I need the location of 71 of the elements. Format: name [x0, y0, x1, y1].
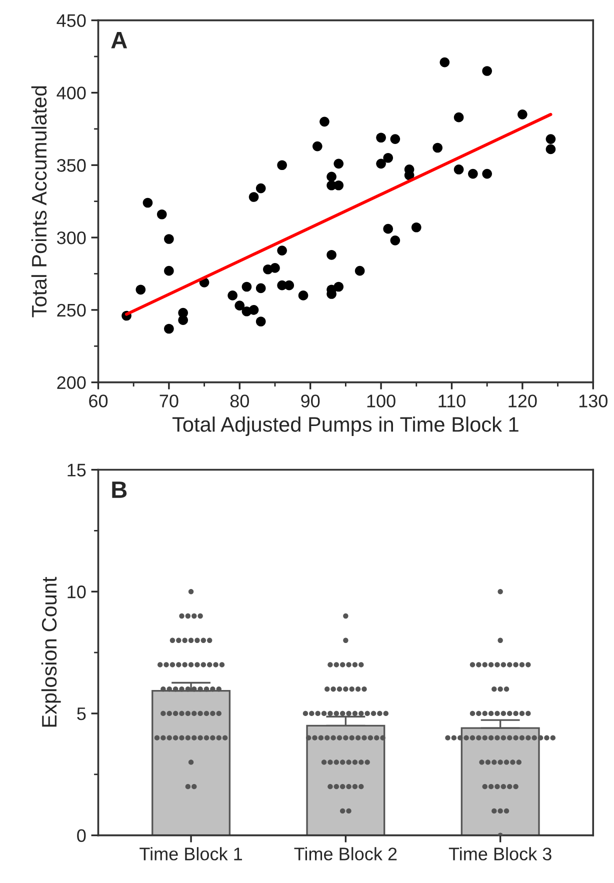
y-tick-label: 400: [56, 86, 86, 100]
y-tick-label: 350: [57, 159, 86, 172]
point: [284, 280, 294, 290]
point: [234, 300, 245, 310]
x-tick-label: 110: [438, 394, 466, 408]
point: [248, 192, 259, 202]
chart-title: B: [112, 482, 127, 498]
x-tick-label: Time Block 2: [294, 847, 397, 860]
x-tick-label: 100: [367, 394, 396, 408]
x-tick-label: 120: [508, 394, 537, 408]
point: [411, 222, 422, 232]
point: [242, 282, 252, 292]
point: [376, 132, 386, 143]
y-tick-label: 0: [77, 829, 86, 842]
point: [376, 158, 386, 169]
point: [136, 284, 146, 295]
x-tick-label: 60: [89, 394, 108, 408]
point: [164, 324, 174, 334]
y-tick-label: 200: [57, 376, 86, 390]
point: [142, 198, 153, 208]
point: [383, 224, 394, 234]
point: [390, 236, 400, 246]
point: [164, 234, 174, 244]
point: [320, 116, 330, 127]
y-tick-label: 250: [57, 304, 86, 317]
point: [156, 209, 167, 220]
point: [518, 110, 528, 120]
point: [546, 134, 556, 144]
point: [354, 266, 365, 276]
x-tick-label: 70: [160, 394, 178, 408]
point: [334, 180, 344, 190]
y-tick-label: 10: [68, 586, 86, 598]
y-axis-title: Total Points Accumulated: [31, 86, 47, 318]
point: [334, 158, 344, 169]
x-tick-label: 90: [301, 394, 320, 408]
point: [468, 168, 478, 179]
point: [277, 160, 287, 170]
point: [482, 66, 492, 76]
y-axis-title: Explosion Count: [41, 576, 61, 727]
point: [256, 283, 266, 294]
point: [440, 57, 450, 68]
y-tick-label: 15: [68, 464, 86, 476]
x-tick-label: 130: [579, 394, 608, 408]
point: [454, 164, 464, 174]
x-tick-label: Time Block 3: [448, 847, 552, 860]
point: [326, 250, 336, 260]
y-tick-label: 300: [57, 231, 86, 244]
x-axis-title: Total Adjusted Pumps in Time Block 1: [172, 416, 518, 436]
point: [248, 305, 259, 315]
point: [164, 266, 174, 276]
point: [454, 112, 464, 122]
point: [270, 263, 280, 273]
point: [228, 290, 238, 300]
point: [546, 144, 556, 154]
point: [312, 141, 322, 152]
point: [298, 290, 308, 300]
point: [326, 172, 336, 182]
point: [277, 246, 287, 256]
x-tick-label: 80: [230, 394, 249, 408]
chart-title: A: [111, 32, 128, 48]
point: [432, 142, 442, 153]
point: [256, 183, 266, 194]
point: [383, 152, 394, 163]
point: [390, 134, 400, 144]
point: [334, 282, 344, 292]
x-tick-label: Time Block 1: [140, 847, 242, 860]
y-tick-label: 450: [56, 14, 86, 28]
point: [178, 315, 188, 325]
point: [482, 168, 492, 179]
y-tick-label: 5: [77, 708, 86, 720]
point: [256, 316, 266, 326]
